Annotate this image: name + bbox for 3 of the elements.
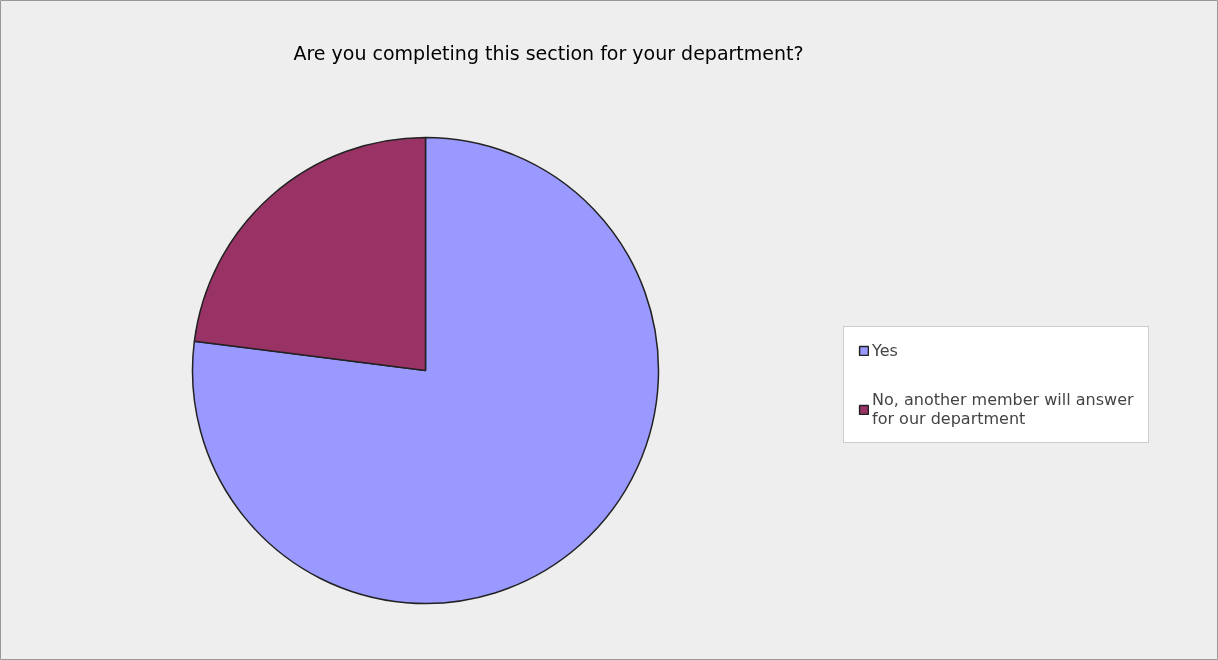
legend-label: Yes <box>872 341 898 360</box>
chart-title: Are you completing this section for your department? <box>293 41 804 64</box>
legend-label: No, another member will answer for our department <box>872 390 1134 428</box>
